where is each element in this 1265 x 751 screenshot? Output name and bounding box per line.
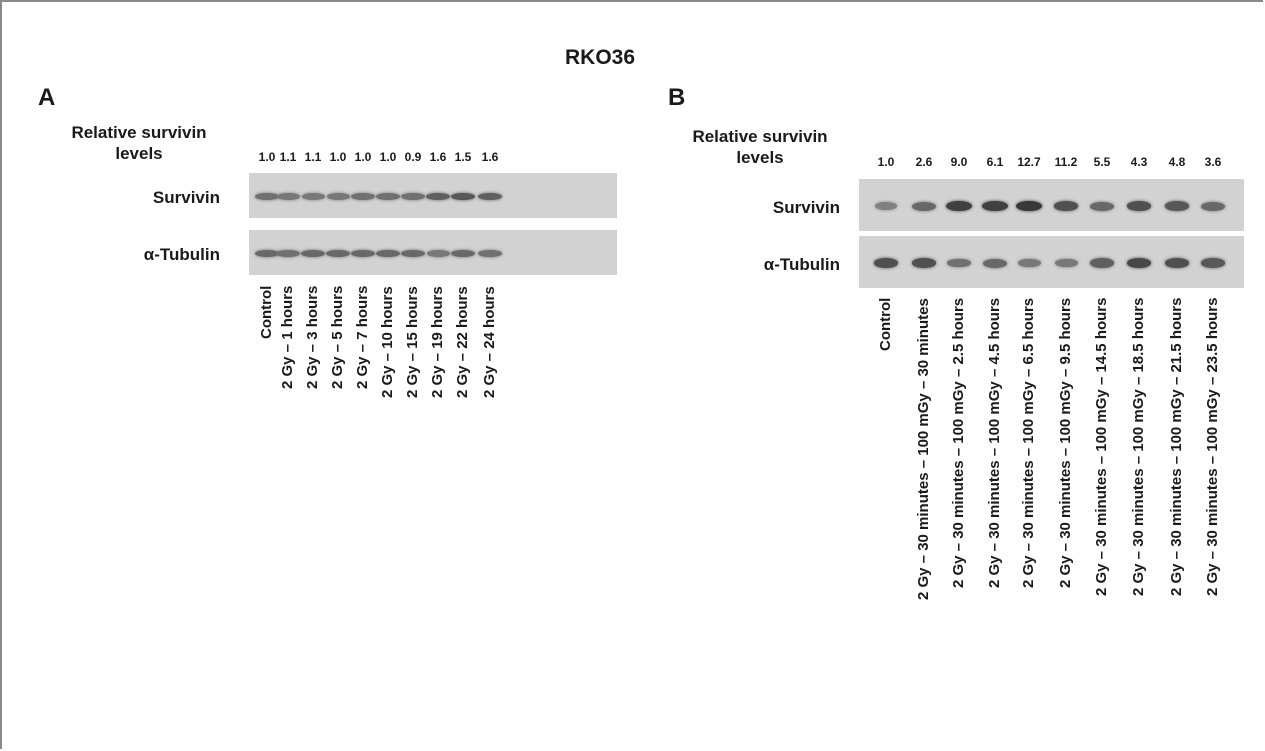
panel-a-survivin-band (301, 193, 325, 200)
panel-b-survivin-band (874, 201, 898, 211)
panel-a-survivin-band (426, 192, 450, 201)
panel-a-survivin-band (478, 192, 502, 201)
panel-b-tubulin-band (1017, 258, 1041, 268)
panel-b-tubulin-band (1090, 258, 1114, 268)
panel-a-lane-label: Control (258, 285, 275, 339)
panel-a-letter: A (38, 84, 56, 111)
panel-b-row-tubulin: α-Tubulin (763, 255, 840, 274)
panel-a-value: 1.1 (279, 150, 297, 164)
figure-title: RKO36 (565, 46, 636, 69)
panel-a-header-line2: levels (115, 144, 163, 163)
panel-b-lane-label: 2 Gy – 30 minutes – 100 mGy – 2.5 hours (950, 297, 967, 588)
panel-a-lane-label: 2 Gy – 1 hours (279, 285, 296, 389)
panel-b-lane-label: 2 Gy – 30 minutes – 100 mGy – 21.5 hours (1168, 297, 1185, 596)
panel-a-tubulin-band (376, 250, 400, 257)
panel-b-value: 6.1 (986, 155, 1004, 169)
panel-b-value: 12.7 (1017, 155, 1041, 169)
panel-a-tubulin-band (301, 250, 325, 257)
panel-a-lane-label: 2 Gy – 5 hours (329, 285, 346, 389)
panel-b-value: 4.3 (1130, 155, 1148, 169)
panel-b-tubulin-band (1200, 258, 1226, 268)
panel-a-tubulin-band (351, 250, 375, 257)
panel-b-survivin-band (912, 201, 936, 211)
panel-b-tubulin-band (1126, 258, 1152, 268)
panel-b-tubulin-band (1164, 258, 1190, 268)
panel-a-tubulin-band (276, 250, 300, 257)
panel-a-lane-label: 2 Gy – 19 hours (429, 286, 446, 398)
panel-a-survivin-band (376, 193, 400, 200)
panel-a-value: 1.0 (329, 150, 347, 164)
panel-b-lane-label: 2 Gy – 30 minutes – 100 mGy – 6.5 hours (1020, 297, 1037, 588)
panel-a-tubulin-band (451, 250, 475, 257)
panel-b-value: 11.2 (1054, 155, 1078, 169)
panel-b-value: 3.6 (1204, 155, 1222, 169)
panel-a-value: 1.0 (354, 150, 372, 164)
panel-a-value: 1.0 (258, 150, 276, 164)
panel-a-value: 1.0 (379, 150, 397, 164)
panel-a-lane-label: 2 Gy – 24 hours (481, 286, 498, 398)
panel-b-tubulin-band (947, 258, 971, 268)
panel-a-tubulin-band (401, 250, 425, 257)
panel-a-lane-label: 2 Gy – 22 hours (454, 286, 471, 398)
panel-b-survivin-band (946, 200, 972, 212)
panel-b-value: 5.5 (1093, 155, 1111, 169)
panel-b-tubulin-band (983, 258, 1007, 268)
panel-a-survivin-band (401, 193, 425, 200)
panel-a-tubulin-band (426, 250, 450, 257)
panel-b-lane-label: Control (877, 297, 894, 351)
panel-b-value: 2.6 (915, 155, 933, 169)
panel-a-value: 1.6 (481, 150, 499, 164)
panel-a-value: 1.1 (304, 150, 322, 164)
panel-b-value: 1.0 (877, 155, 895, 169)
panel-a-tubulin-band (255, 250, 279, 257)
panel-a-lane-label: 2 Gy – 7 hours (354, 285, 371, 389)
panel-b-survivin-band (1164, 201, 1190, 211)
panel-b-lane-label: 2 Gy – 30 minutes – 100 mGy – 18.5 hours (1130, 297, 1147, 596)
panel-b-tubulin-band (1054, 258, 1078, 268)
panel-a-lane-label: 2 Gy – 10 hours (379, 286, 396, 398)
panel-b-survivin-band (1090, 201, 1114, 211)
panel-a-header: Relative survivin levels (44, 122, 234, 164)
panel-a-row-survivin: Survivin (152, 188, 220, 207)
panel-b-lane-label: 2 Gy – 30 minutes – 100 mGy – 23.5 hours (1204, 297, 1221, 596)
panel-b-survivin-band (1016, 200, 1042, 212)
panel-b-lane-label: 2 Gy – 30 minutes – 100 mGy – 14.5 hours (1093, 297, 1110, 596)
panel-b-survivin-band (1053, 201, 1079, 211)
panel-a-tubulin-blot (249, 230, 617, 275)
panel-a-survivin-band (326, 193, 350, 200)
panel-a-survivin-band (276, 193, 300, 200)
panel-a-survivin-blot (249, 173, 617, 218)
panel-a-survivin-band (351, 193, 375, 200)
panel-b-header-line1: Relative survivin (692, 127, 828, 146)
panel-a-header-line1: Relative survivin (71, 123, 207, 142)
panel-a-survivin-band (450, 192, 476, 201)
panel-a-lane-label: 2 Gy – 3 hours (304, 285, 321, 389)
panel-a-survivin-band (255, 193, 279, 200)
panel-b-value: 4.8 (1168, 155, 1186, 169)
panel-a-value: 1.6 (429, 150, 447, 164)
panel-b-tubulin-band (911, 258, 937, 268)
panel-b-survivin-blot (859, 179, 1244, 231)
panel-b-tubulin-band (873, 258, 899, 268)
panel-a-value: 0.9 (404, 150, 422, 164)
panel-b-survivin-band (1126, 201, 1152, 211)
panel-a-row-tubulin: α-Tubulin (143, 245, 220, 264)
panel-a-tubulin-band (326, 250, 350, 257)
panel-a-value: 1.5 (454, 150, 472, 164)
panel-b-header-line2: levels (736, 148, 784, 167)
panel-b-lane-label: 2 Gy – 30 minutes – 100 mGy – 9.5 hours (1057, 297, 1074, 588)
panel-a-tubulin-band (478, 250, 502, 257)
panel-b-lane-label: 2 Gy – 30 minutes – 100 mGy – 4.5 hours (986, 297, 1003, 588)
panel-b-tubulin-blot (859, 236, 1244, 288)
panel-b-row-survivin: Survivin (772, 198, 840, 217)
panel-b-header: Relative survivin levels (665, 126, 855, 168)
panel-a-lane-label: 2 Gy – 15 hours (404, 286, 421, 398)
panel-b-lane-label: 2 Gy – 30 minutes – 100 mGy – 30 minutes (915, 298, 932, 600)
panel-b-letter: B (668, 84, 686, 111)
panel-b-survivin-band (982, 200, 1008, 212)
panel-b-survivin-band (1201, 201, 1225, 211)
panel-b-value: 9.0 (950, 155, 968, 169)
